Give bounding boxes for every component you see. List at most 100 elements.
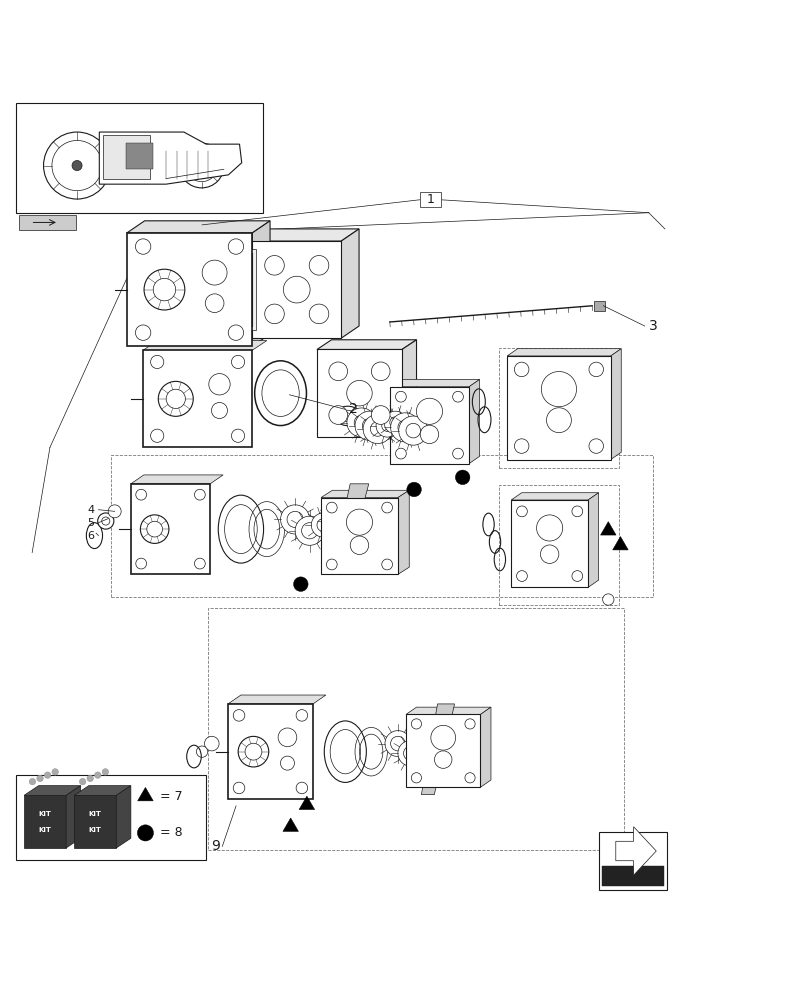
Circle shape [72, 161, 82, 171]
Circle shape [588, 439, 603, 453]
Text: 6: 6 [88, 531, 94, 541]
Circle shape [204, 736, 219, 751]
Circle shape [418, 743, 429, 754]
Circle shape [328, 515, 341, 528]
Text: 5: 5 [88, 518, 94, 528]
Circle shape [101, 517, 109, 525]
Circle shape [97, 513, 114, 529]
Circle shape [179, 143, 224, 188]
Polygon shape [252, 229, 358, 241]
Polygon shape [138, 787, 153, 801]
Bar [127, 233, 252, 346]
Circle shape [245, 743, 262, 760]
Circle shape [326, 559, 337, 570]
Text: 9: 9 [211, 839, 220, 853]
Polygon shape [74, 786, 131, 795]
Circle shape [108, 505, 121, 518]
Circle shape [231, 429, 244, 442]
Bar [511, 500, 587, 587]
Circle shape [198, 162, 204, 169]
Circle shape [316, 519, 329, 532]
Bar [389, 387, 469, 464]
Circle shape [326, 502, 337, 513]
Bar [316, 349, 401, 437]
Bar [24, 795, 66, 848]
Polygon shape [507, 349, 620, 356]
Circle shape [228, 325, 243, 340]
Circle shape [339, 519, 355, 536]
Ellipse shape [340, 410, 354, 422]
Circle shape [363, 414, 392, 444]
Circle shape [346, 380, 371, 406]
Circle shape [233, 710, 244, 721]
Circle shape [102, 769, 109, 775]
Polygon shape [252, 221, 270, 346]
Bar [320, 498, 397, 574]
Circle shape [196, 746, 208, 757]
Circle shape [571, 571, 582, 581]
Polygon shape [131, 475, 223, 484]
Circle shape [147, 521, 162, 537]
Circle shape [140, 515, 169, 543]
Circle shape [135, 558, 147, 569]
Circle shape [79, 778, 86, 785]
Circle shape [455, 470, 470, 485]
Circle shape [350, 536, 368, 554]
Circle shape [150, 429, 164, 442]
Bar [406, 714, 480, 787]
Circle shape [602, 594, 613, 605]
Circle shape [309, 256, 328, 275]
Circle shape [135, 325, 151, 340]
Circle shape [233, 782, 244, 794]
Polygon shape [282, 818, 298, 831]
Circle shape [135, 489, 147, 500]
Bar [499, 348, 618, 468]
Circle shape [311, 513, 335, 537]
Circle shape [423, 735, 444, 756]
Circle shape [293, 577, 307, 591]
Circle shape [362, 418, 376, 433]
Circle shape [390, 736, 405, 751]
Circle shape [205, 294, 224, 313]
Circle shape [371, 406, 389, 424]
Text: KIT: KIT [88, 811, 101, 817]
Circle shape [413, 738, 434, 759]
Polygon shape [228, 695, 325, 704]
Circle shape [375, 414, 398, 437]
Polygon shape [143, 341, 267, 350]
Circle shape [202, 260, 227, 285]
Circle shape [309, 304, 328, 324]
Polygon shape [612, 537, 628, 550]
Circle shape [346, 408, 375, 437]
Circle shape [153, 278, 175, 301]
Text: 1: 1 [426, 193, 434, 206]
Circle shape [186, 149, 217, 182]
Polygon shape [316, 340, 416, 349]
Polygon shape [341, 229, 358, 338]
Circle shape [437, 743, 452, 757]
Circle shape [87, 775, 93, 782]
Bar [228, 704, 312, 799]
Polygon shape [99, 132, 242, 184]
Circle shape [52, 140, 102, 191]
Polygon shape [610, 349, 620, 460]
Circle shape [287, 511, 303, 528]
Circle shape [384, 411, 406, 434]
Circle shape [135, 239, 151, 254]
Circle shape [208, 374, 230, 395]
Circle shape [354, 415, 368, 430]
Circle shape [516, 506, 526, 517]
Text: KIT: KIT [39, 811, 51, 817]
Circle shape [428, 740, 440, 751]
Circle shape [452, 391, 463, 402]
Circle shape [194, 558, 205, 569]
Text: KIT: KIT [88, 827, 101, 833]
Polygon shape [511, 493, 598, 500]
Circle shape [150, 355, 164, 369]
Circle shape [411, 719, 421, 729]
Polygon shape [127, 221, 270, 233]
Circle shape [94, 772, 101, 778]
Circle shape [397, 740, 423, 766]
Circle shape [381, 559, 392, 570]
Circle shape [166, 389, 185, 408]
